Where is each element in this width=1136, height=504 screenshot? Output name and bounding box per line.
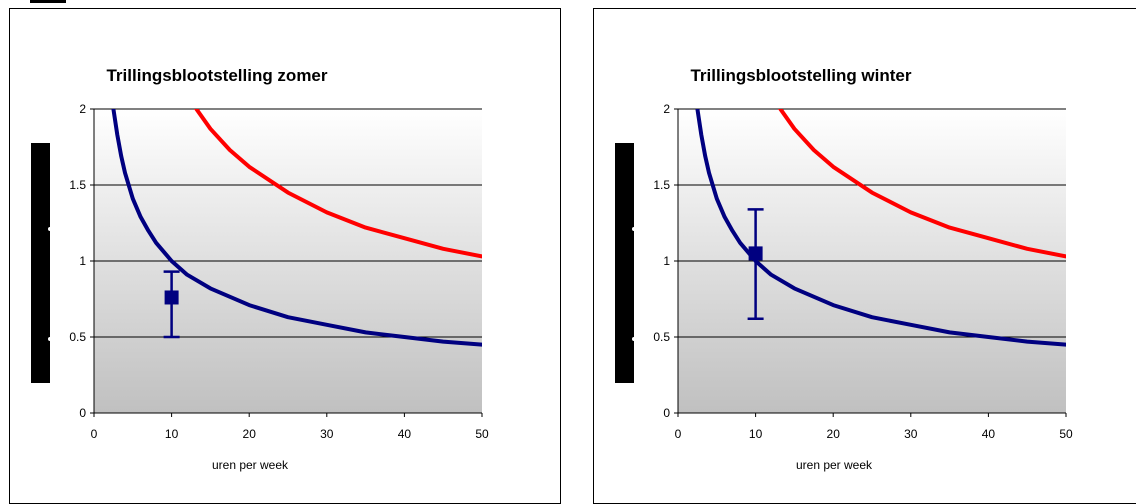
blue-curve bbox=[111, 109, 482, 347]
bar-dot bbox=[632, 227, 636, 231]
data-point-marker bbox=[748, 246, 763, 261]
x-tick-label: 30 bbox=[320, 427, 334, 441]
chart-title: Trillingsblootstelling winter bbox=[690, 66, 911, 85]
chart-panel-winter: Trillingsblootstelling winter uren per w… bbox=[593, 8, 1136, 504]
red-curve bbox=[193, 109, 482, 259]
bar-dot bbox=[632, 337, 636, 341]
blue-curve bbox=[695, 109, 1066, 347]
chart-panel-summer: Trillingsblootstelling zomer uren per we… bbox=[9, 8, 561, 504]
x-tick-label: 50 bbox=[1059, 427, 1073, 441]
series-group bbox=[111, 109, 482, 347]
x-axis-title: uren per week bbox=[796, 458, 873, 472]
x-tick-label: 50 bbox=[475, 427, 489, 441]
y-tick-label: 2 bbox=[79, 102, 86, 116]
chart-winter: Trillingsblootstelling winter uren per w… bbox=[615, 66, 1073, 472]
x-tick-label: 0 bbox=[675, 427, 682, 441]
chart-summer: Trillingsblootstelling zomer uren per we… bbox=[31, 66, 489, 472]
top-crop-mark-left bbox=[30, 0, 66, 3]
y-tick-label: 0 bbox=[663, 406, 670, 420]
x-tick-label: 20 bbox=[243, 427, 257, 441]
bar-dot bbox=[48, 227, 52, 231]
x-axis-title: uren per week bbox=[212, 458, 289, 472]
bar-dot bbox=[48, 337, 52, 341]
y-tick-label: 1.5 bbox=[653, 178, 670, 192]
y-tick-label: 1 bbox=[79, 254, 86, 268]
y-tick-label: 1.5 bbox=[69, 178, 86, 192]
x-tick-label: 0 bbox=[91, 427, 98, 441]
x-tick-label: 40 bbox=[982, 427, 996, 441]
x-tick-label: 30 bbox=[904, 427, 918, 441]
x-tick-label: 20 bbox=[827, 427, 841, 441]
y-tick-label: 1 bbox=[663, 254, 670, 268]
x-tick-label: 40 bbox=[398, 427, 412, 441]
left-black-bar bbox=[615, 143, 634, 383]
red-curve bbox=[777, 109, 1066, 259]
y-tick-label: 0.5 bbox=[653, 330, 670, 344]
y-tick-label: 0.5 bbox=[69, 330, 86, 344]
x-tick-label: 10 bbox=[749, 427, 763, 441]
x-tick-label: 10 bbox=[165, 427, 179, 441]
y-tick-label: 2 bbox=[663, 102, 670, 116]
y-tick-label: 0 bbox=[79, 406, 86, 420]
series-group bbox=[695, 109, 1066, 347]
left-black-bar bbox=[31, 143, 50, 383]
data-point-marker bbox=[164, 290, 179, 305]
chart-title: Trillingsblootstelling zomer bbox=[106, 66, 327, 85]
